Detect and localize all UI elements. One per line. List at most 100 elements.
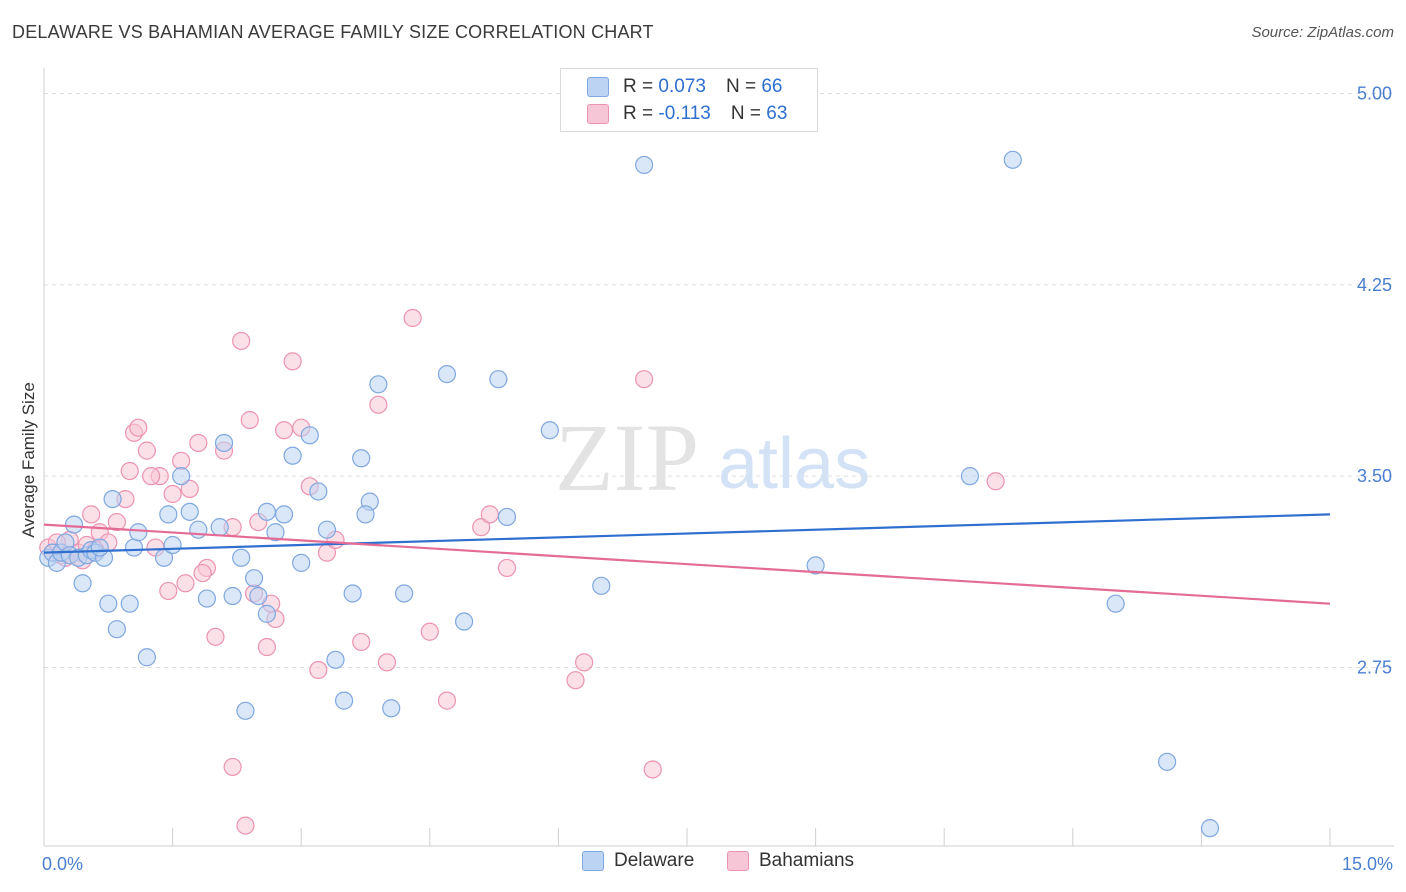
delaware-point bbox=[300, 426, 319, 445]
delaware-point bbox=[172, 467, 191, 486]
delaware-point bbox=[210, 518, 229, 537]
bahamian-point bbox=[82, 505, 101, 524]
delaware-point bbox=[437, 364, 457, 384]
y-tick-label: 3.50 bbox=[1357, 466, 1392, 486]
legend-label: Bahamians bbox=[759, 850, 855, 871]
bahamian-point bbox=[107, 512, 126, 532]
delaware-point bbox=[137, 648, 156, 667]
delaware-point bbox=[120, 594, 139, 613]
delaware-point bbox=[180, 502, 199, 521]
delaware-point bbox=[1003, 150, 1022, 169]
delaware-point bbox=[356, 505, 375, 524]
delaware-point bbox=[540, 421, 559, 440]
r-label: R = bbox=[623, 103, 654, 124]
y-tick-label: 5.00 bbox=[1357, 84, 1392, 104]
bahamian-point bbox=[420, 622, 439, 641]
bahamian-point bbox=[257, 637, 277, 657]
delaware-point bbox=[73, 574, 92, 593]
bahamian-point bbox=[472, 518, 491, 537]
delaware-points bbox=[39, 150, 1220, 838]
bahamian-point bbox=[189, 433, 208, 453]
delaware-point bbox=[352, 449, 371, 468]
bahamian-point bbox=[575, 653, 594, 672]
bahamian-point bbox=[480, 505, 499, 524]
x-tick-label: 15.0% bbox=[1342, 854, 1393, 874]
delaware-point bbox=[107, 620, 126, 639]
delaware-point bbox=[159, 505, 178, 524]
delaware-point bbox=[197, 589, 216, 608]
bahamian-point bbox=[223, 757, 242, 777]
bahamian-point bbox=[369, 395, 388, 414]
bahamian-point bbox=[403, 308, 422, 328]
stats-legend: R = 0.073 N = 66 R = -0.113 N = 63 bbox=[560, 68, 818, 132]
bahamian-point bbox=[497, 558, 517, 578]
bahamian-point bbox=[643, 760, 662, 779]
bahamian-point bbox=[172, 451, 191, 470]
delaware-point bbox=[1106, 594, 1125, 613]
delaware-point bbox=[317, 520, 337, 539]
bahamian-point bbox=[274, 421, 294, 440]
bahamian-point bbox=[176, 574, 195, 593]
source-credit: Source: ZipAtlas.com bbox=[1251, 24, 1394, 41]
legend-label: Delaware bbox=[614, 850, 695, 871]
n-label: N = bbox=[725, 76, 757, 97]
y-tick-label: 4.25 bbox=[1357, 275, 1392, 295]
trend-lines bbox=[43, 513, 1331, 605]
delaware-point bbox=[99, 594, 118, 613]
delaware-point bbox=[223, 586, 242, 606]
delaware-point bbox=[214, 433, 234, 453]
delaware-point bbox=[274, 505, 294, 524]
bahamian-point bbox=[142, 467, 161, 486]
delaware-point bbox=[257, 502, 277, 521]
delaware-point bbox=[283, 446, 302, 465]
delaware-point bbox=[64, 515, 84, 534]
delaware-swatch bbox=[587, 77, 609, 97]
delaware-point bbox=[244, 569, 264, 588]
delaware-point bbox=[1200, 819, 1220, 838]
bahamian-point bbox=[566, 671, 585, 690]
bahamian-point bbox=[159, 581, 178, 601]
n-label: N = bbox=[730, 103, 761, 124]
delaware-point bbox=[960, 467, 980, 486]
watermark: ZIP atlas bbox=[555, 404, 870, 511]
bahamian-trend-line bbox=[43, 523, 1331, 605]
chart-title: DELAWARE VS BAHAMIAN AVERAGE FAMILY SIZE… bbox=[12, 22, 654, 42]
series-legend: Delaware Bahamians bbox=[0, 850, 1406, 878]
axes bbox=[43, 68, 1394, 847]
delaware-point bbox=[369, 375, 388, 394]
r-value: -0.113 bbox=[658, 103, 711, 124]
watermark-atlas: atlas bbox=[718, 424, 870, 504]
y-tick-label: 2.75 bbox=[1357, 657, 1392, 677]
bahamian-point bbox=[193, 563, 212, 583]
bahamian-point bbox=[309, 660, 328, 680]
bahamian-point bbox=[180, 479, 199, 498]
n-value: 66 bbox=[761, 76, 783, 97]
bahamian-point bbox=[377, 653, 397, 672]
stats-row-bahamian: R = -0.113 N = 63 bbox=[587, 101, 787, 127]
delaware-point bbox=[326, 650, 345, 669]
delaware-trend-line bbox=[43, 513, 1331, 554]
delaware-point bbox=[806, 556, 825, 575]
delaware-point bbox=[489, 370, 508, 389]
tick-labels: 2.75 3.50 4.25 5.00 0.0% 15.0% bbox=[42, 84, 1393, 874]
delaware-point bbox=[163, 535, 182, 555]
delaware-point bbox=[334, 691, 354, 710]
bahamian-point bbox=[437, 691, 457, 710]
bahamian-swatch bbox=[587, 104, 609, 124]
delaware-point bbox=[309, 482, 328, 501]
bahamian-point bbox=[236, 816, 255, 835]
bahamian-point bbox=[240, 410, 259, 430]
bahamian-point bbox=[120, 461, 139, 481]
delaware-point bbox=[257, 604, 277, 623]
delaware-point bbox=[394, 584, 414, 603]
delaware-point bbox=[124, 538, 144, 557]
r-value: 0.073 bbox=[658, 76, 706, 97]
delaware-point bbox=[266, 523, 285, 542]
x-tick-label: 0.0% bbox=[42, 854, 83, 874]
delaware-point bbox=[232, 548, 251, 567]
bahamian-points bbox=[39, 308, 1005, 835]
delaware-point bbox=[382, 699, 401, 718]
delaware-point bbox=[292, 553, 311, 572]
bahamian-point bbox=[163, 484, 182, 504]
